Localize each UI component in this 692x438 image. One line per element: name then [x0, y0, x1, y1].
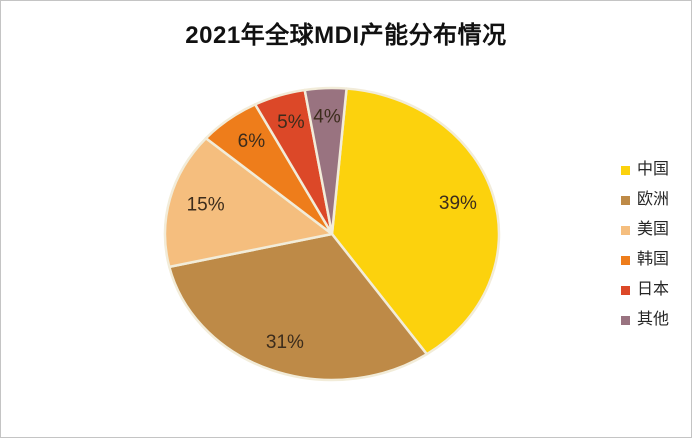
- legend-label: 欧洲: [637, 191, 670, 208]
- pie-label-4: 5%: [277, 112, 305, 133]
- chart-legend: 中国欧洲美国韩国日本其他: [621, 155, 669, 335]
- legend-label: 韩国: [637, 251, 670, 268]
- legend-item-3: 韩国: [621, 245, 669, 275]
- pie-slice-1: [168, 232, 429, 382]
- legend-swatch-icon: [621, 195, 630, 205]
- pie-label-0: 39%: [439, 193, 477, 214]
- legend-swatch-icon: [621, 285, 630, 295]
- legend-item-2: 美国: [621, 215, 669, 245]
- legend-label: 中国: [637, 161, 670, 178]
- pie-label-2: 15%: [187, 195, 225, 216]
- legend-label: 日本: [637, 281, 670, 298]
- pie-label-1: 31%: [266, 332, 304, 353]
- legend-item-5: 其他: [621, 305, 669, 335]
- legend-label: 其他: [637, 311, 670, 328]
- legend-swatch-icon: [621, 315, 630, 325]
- pie-label-3: 6%: [238, 131, 266, 152]
- pie-slice-5: [303, 86, 348, 236]
- legend-swatch-icon: [621, 165, 630, 175]
- pie-slice-2: [163, 136, 334, 269]
- legend-item-1: 欧洲: [621, 185, 669, 215]
- legend-item-0: 中国: [621, 155, 669, 185]
- legend-swatch-icon: [621, 255, 630, 265]
- chart-title: 2021年全球MDI产能分布情况: [185, 22, 507, 49]
- legend-label: 美国: [637, 221, 670, 238]
- pie-label-5: 4%: [313, 106, 341, 127]
- legend-item-4: 日本: [621, 275, 669, 305]
- pie-slice-0: [330, 87, 501, 356]
- legend-swatch-icon: [621, 225, 630, 235]
